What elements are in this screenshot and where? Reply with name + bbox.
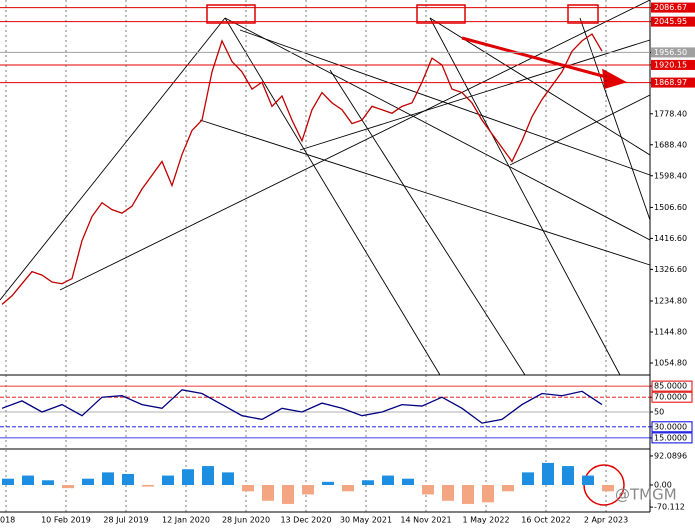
x-tick-label: 2 Apr 2023 [584, 516, 628, 525]
y-tick-label: 85.0000 [654, 382, 687, 391]
bar [282, 485, 294, 504]
y-tick-label: 1598.40 [654, 171, 687, 180]
x-tick-label: 1 May 2022 [462, 516, 509, 525]
x-tick-label: 10 Feb 2019 [41, 516, 91, 525]
label-bg [651, 380, 693, 392]
price-line [1, 33, 603, 305]
bar [202, 466, 214, 486]
y-tick-label: 1326.60 [654, 265, 687, 274]
y-tick-label: 1506.60 [654, 203, 687, 212]
price-line [1, 389, 603, 424]
bar [42, 480, 54, 486]
bar [302, 485, 314, 495]
label-bg [651, 421, 693, 433]
annotations [206, 4, 627, 506]
level-marker [651, 16, 695, 27]
y-tick-label: 1416.60 [654, 234, 687, 243]
level-label: 1868.97 [654, 78, 687, 87]
bar [422, 485, 434, 495]
level-marker [651, 59, 695, 70]
y-tick-label: 1688.40 [654, 140, 687, 149]
bar [562, 466, 574, 486]
bar [522, 472, 534, 486]
bar [82, 478, 94, 486]
level-marker [651, 77, 695, 88]
bar [322, 481, 334, 486]
bar [102, 472, 114, 486]
y-tick-label: 0.00 [654, 481, 672, 490]
trend-lines [0, 0, 651, 376]
bar [122, 473, 134, 486]
x-tick-label: 14 Nov 2021 [400, 516, 451, 525]
bar [402, 478, 414, 486]
bar [22, 475, 34, 486]
y-tick-label: 1234.80 [654, 297, 687, 306]
level-label: 1920.15 [654, 60, 687, 69]
x-tick-label: 13 Dec 2020 [280, 516, 331, 525]
level-label: 1956.50 [654, 48, 687, 57]
bar [602, 485, 614, 492]
x-tick-label: 30 May 2021 [340, 516, 392, 525]
bar [482, 485, 494, 503]
watermark: @TMGM [615, 486, 677, 504]
bar [582, 475, 594, 486]
bar [162, 475, 174, 486]
bar [142, 485, 154, 487]
y-tick-label: 1144.80 [654, 328, 687, 337]
bar [182, 469, 194, 486]
x-tick-label: 28 Jul 2019 [103, 516, 148, 525]
x-tick-label: 28 Jun 2020 [222, 516, 270, 525]
y-tick-label: 1054.80 [654, 359, 687, 368]
y-tick-label: 50 [654, 408, 664, 417]
bar [342, 485, 354, 492]
y-tick-label: 15.0000 [654, 433, 687, 442]
label-bg [651, 432, 693, 444]
bar [442, 485, 454, 501]
y-tick-label: 1778.40 [654, 109, 687, 118]
y-tick-label: 30.0000 [654, 422, 687, 431]
bar [542, 462, 554, 486]
bar [362, 480, 374, 486]
y-tick-label: 92.0896 [654, 451, 687, 460]
level-marker [651, 2, 695, 13]
level-label: 2086.67 [654, 3, 687, 12]
level-marker [651, 47, 695, 58]
y-tick-label: -70.112 [654, 503, 685, 512]
y-tick-label: 70.0000 [654, 393, 687, 402]
bar [242, 485, 254, 492]
level-label: 2045.95 [654, 17, 687, 26]
x-tick-label: 16 Oct 2022 [521, 516, 570, 525]
bar [222, 472, 234, 486]
bar [462, 485, 474, 504]
bar [262, 485, 274, 501]
bar [62, 485, 74, 489]
x-tick-label: 018 [0, 516, 15, 525]
bar [2, 478, 14, 486]
bar [502, 485, 514, 492]
x-tick-label: 12 Jan 2020 [162, 516, 210, 525]
bar [382, 475, 394, 486]
label-bg [651, 391, 693, 403]
